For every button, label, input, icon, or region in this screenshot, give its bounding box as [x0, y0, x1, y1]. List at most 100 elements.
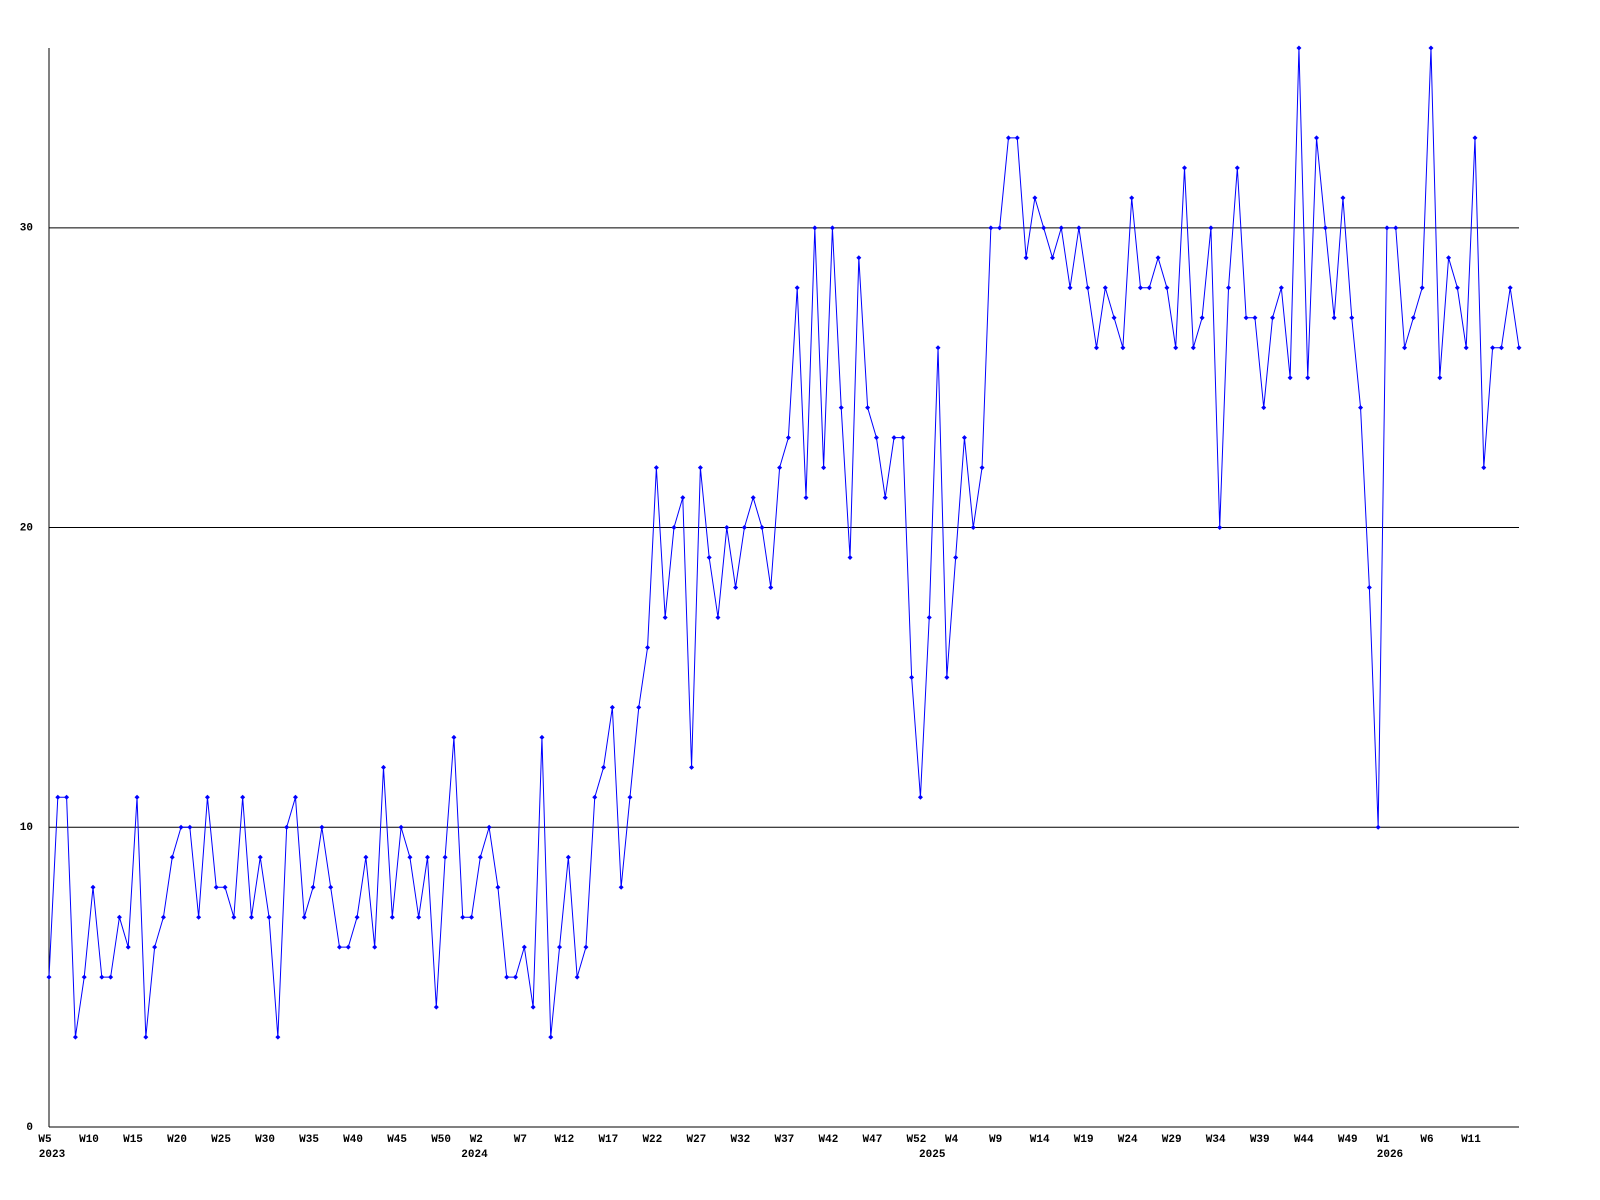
data-point: [116, 914, 122, 920]
data-point: [785, 435, 791, 441]
data-point: [1393, 225, 1399, 231]
data-point: [944, 674, 950, 680]
data-point: [1252, 315, 1258, 321]
data-point: [196, 914, 202, 920]
data-point: [1287, 375, 1293, 381]
data-point: [1199, 315, 1205, 321]
data-point: [1155, 255, 1161, 261]
x-tick-label: W17: [598, 1134, 618, 1146]
data-point: [407, 854, 413, 860]
x-tick-label: W45: [387, 1134, 407, 1146]
data-point: [750, 495, 756, 501]
data-point: [548, 1034, 554, 1040]
data-point: [433, 1004, 439, 1010]
data-point: [768, 585, 774, 590]
data-point: [539, 734, 545, 740]
data-point: [398, 824, 404, 830]
data-point: [1454, 285, 1460, 291]
data-point: [997, 225, 1003, 231]
x-tick-label: W1: [1376, 1134, 1390, 1146]
data-point: [213, 884, 219, 890]
data-point: [345, 944, 351, 950]
data-point: [777, 465, 783, 471]
data-point: [1516, 345, 1522, 351]
data-point: [865, 405, 871, 411]
data-point: [1085, 285, 1091, 291]
data-point: [1278, 285, 1284, 291]
data-point: [873, 435, 879, 441]
data-point: [143, 1034, 149, 1040]
data-point: [477, 854, 483, 860]
data-point: [1067, 285, 1073, 291]
data-point: [953, 555, 959, 561]
data-point: [636, 704, 642, 710]
data-point: [257, 854, 263, 860]
data-point: [99, 974, 105, 980]
data-point: [1146, 285, 1152, 291]
data-point: [55, 794, 61, 800]
data-point: [1041, 225, 1047, 231]
x-tick-label: W5: [38, 1134, 52, 1146]
data-point: [1208, 225, 1214, 231]
data-point: [90, 884, 96, 890]
data-point: [1102, 285, 1108, 291]
data-point: [152, 944, 158, 950]
x-tick-label: W10: [79, 1134, 99, 1146]
data-point: [1296, 45, 1302, 51]
data-point: [1322, 225, 1328, 231]
data-point: [328, 884, 334, 890]
data-point: [724, 525, 730, 531]
data-point: [1234, 165, 1240, 171]
data-point: [1093, 345, 1099, 351]
x-tick-label: W30: [255, 1134, 275, 1146]
data-point: [574, 974, 580, 980]
data-point: [1340, 195, 1346, 201]
data-point: [134, 794, 140, 800]
data-point: [1472, 135, 1478, 141]
data-point: [1349, 315, 1355, 321]
x-tick-label: W7: [514, 1134, 527, 1146]
data-point: [609, 704, 615, 710]
y-tick-label: 20: [20, 522, 33, 534]
x-tick-label: W15: [123, 1134, 143, 1146]
data-point: [1331, 315, 1337, 321]
x-tick-label: W29: [1162, 1134, 1182, 1146]
data-point: [169, 854, 175, 860]
data-point: [1314, 135, 1320, 141]
x-tick-label: W42: [819, 1134, 839, 1146]
data-point: [1375, 824, 1381, 830]
data-point: [1137, 285, 1143, 291]
data-point: [697, 465, 703, 471]
data-point: [926, 614, 932, 620]
data-point: [847, 555, 853, 561]
x-tick-label: W9: [989, 1134, 1002, 1146]
data-point: [689, 764, 695, 770]
y-tick-label: 10: [20, 822, 33, 834]
x-tick-label: W12: [554, 1134, 574, 1146]
data-point: [495, 884, 501, 890]
data-point: [108, 974, 114, 980]
data-point: [363, 854, 369, 860]
x-tick-label: W6: [1420, 1134, 1433, 1146]
data-point: [1120, 345, 1126, 351]
x-tick-label: W2: [470, 1134, 483, 1146]
data-point: [1076, 225, 1082, 231]
data-point: [627, 794, 633, 800]
data-point: [1049, 255, 1055, 261]
x-tick-label: W20: [167, 1134, 187, 1146]
x-tick-label: W32: [730, 1134, 750, 1146]
data-point: [354, 914, 360, 920]
data-point: [72, 1034, 78, 1040]
data-point: [81, 974, 87, 980]
data-point: [530, 1004, 536, 1010]
data-point: [1164, 285, 1170, 291]
x-tick-label: W44: [1294, 1134, 1314, 1146]
data-point: [240, 794, 246, 800]
data-point: [1358, 405, 1364, 411]
data-point: [680, 495, 686, 501]
data-point: [1032, 195, 1038, 201]
data-point: [1014, 135, 1020, 141]
data-point: [187, 824, 193, 830]
data-point: [160, 914, 166, 920]
